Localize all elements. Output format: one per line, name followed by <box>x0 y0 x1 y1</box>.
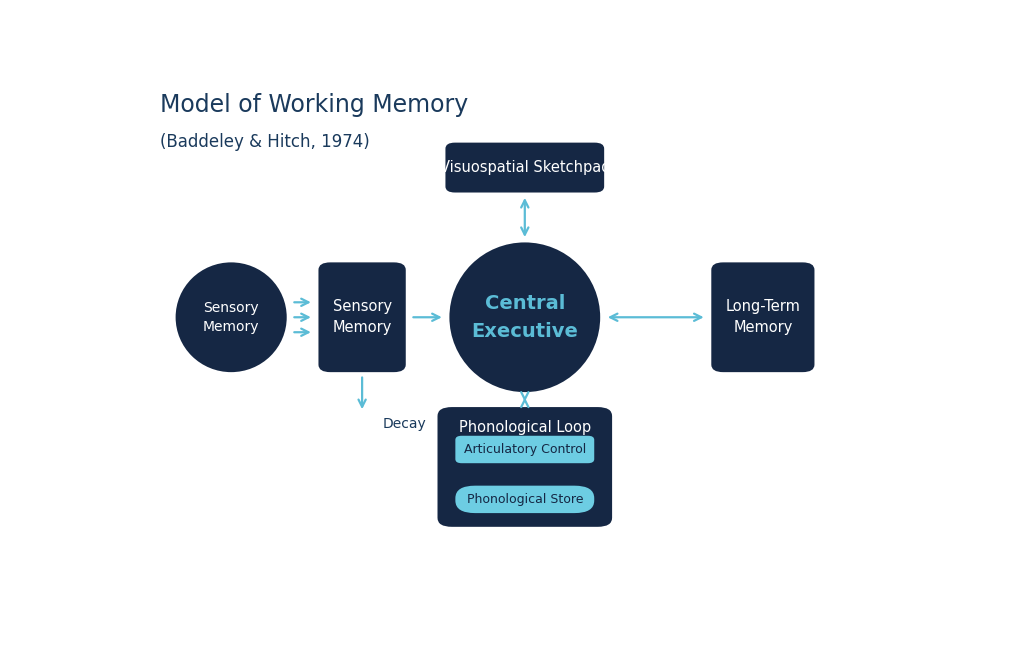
Text: Sensory
Memory: Sensory Memory <box>203 301 259 334</box>
Text: Sensory
Memory: Sensory Memory <box>333 299 392 335</box>
Ellipse shape <box>176 262 287 372</box>
Text: Articulatory Control: Articulatory Control <box>464 443 586 456</box>
FancyBboxPatch shape <box>318 262 406 372</box>
FancyBboxPatch shape <box>456 485 594 513</box>
FancyBboxPatch shape <box>445 143 604 192</box>
Text: Model of Working Memory: Model of Working Memory <box>160 93 468 117</box>
FancyBboxPatch shape <box>456 435 594 463</box>
Text: Visuospatial Sketchpad: Visuospatial Sketchpad <box>439 160 610 175</box>
FancyBboxPatch shape <box>437 407 612 527</box>
Text: Phonological Store: Phonological Store <box>467 493 583 506</box>
Text: Decay: Decay <box>382 417 426 431</box>
Text: Phonological Loop: Phonological Loop <box>459 419 591 435</box>
Text: (Baddeley & Hitch, 1974): (Baddeley & Hitch, 1974) <box>160 133 370 150</box>
Text: Central
Executive: Central Executive <box>471 294 579 341</box>
Text: Long-Term
Memory: Long-Term Memory <box>725 299 801 335</box>
Ellipse shape <box>450 242 600 392</box>
FancyBboxPatch shape <box>712 262 814 372</box>
